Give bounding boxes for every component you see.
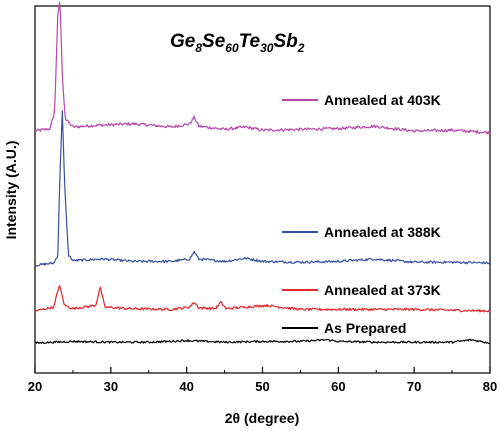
- x-tick-label-6: 80: [483, 379, 497, 394]
- x-tick-label-5: 70: [407, 379, 421, 394]
- plot-frame: [34, 5, 491, 374]
- y-axis-label: Intensity (A.U.): [3, 141, 19, 240]
- x-tick-label-0: 20: [28, 379, 42, 394]
- legend-label-0: Annealed at 403K: [324, 92, 441, 108]
- x-tick-label-2: 40: [179, 379, 193, 394]
- x-axis-label: 2θ (degree): [225, 410, 299, 426]
- chart-title: Ge8Se60Te30Sb2: [170, 31, 305, 55]
- legend-label-2: Annealed at 373K: [324, 282, 441, 298]
- series-line-0: [34, 1, 491, 135]
- series-line-1: [34, 110, 491, 267]
- x-tick-label-1: 30: [104, 379, 118, 394]
- series-line-2: [34, 285, 491, 313]
- series-layer: [34, 1, 491, 345]
- legend-label-3: As Prepared: [324, 320, 406, 336]
- x-tick-label-4: 60: [331, 379, 345, 394]
- x-axis: 20 30 40 50 60 70 80: [28, 367, 497, 394]
- series-line-3: [34, 338, 491, 345]
- x-tick-label-3: 50: [255, 379, 269, 394]
- legend-layer: Annealed at 403K Annealed at 388K Annealed…: [282, 92, 441, 336]
- legend-label-1: Annealed at 388K: [324, 224, 441, 240]
